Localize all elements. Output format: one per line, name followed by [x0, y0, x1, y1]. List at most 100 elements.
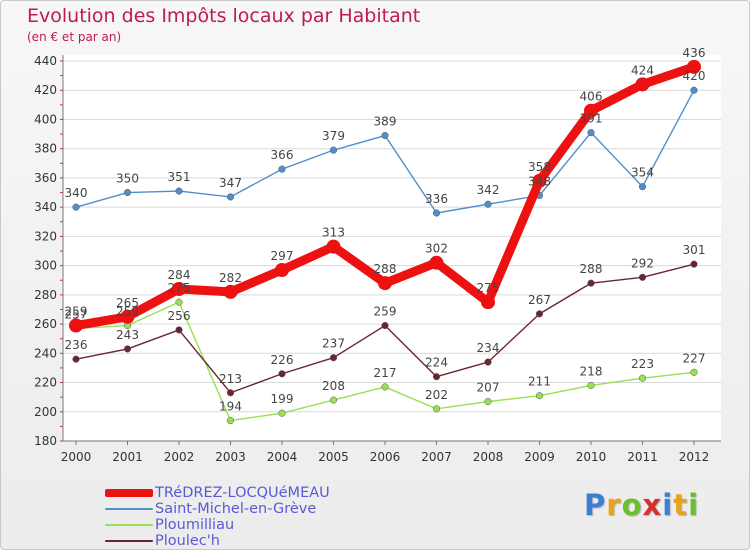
logo-letter: x — [642, 488, 663, 522]
data-point — [69, 318, 83, 333]
data-label: 259 — [116, 305, 139, 319]
data-label: 267 — [528, 293, 551, 307]
y-tick-label: 240 — [34, 346, 57, 360]
data-point — [432, 209, 441, 217]
x-tick-label: 2009 — [524, 450, 555, 464]
x-tick-label: 2001 — [112, 450, 143, 464]
proxiti-logo: Proxiti — [584, 488, 699, 522]
data-point — [72, 355, 80, 363]
data-label: 213 — [219, 372, 242, 386]
data-label: 224 — [425, 356, 448, 370]
data-label: 223 — [631, 357, 654, 371]
data-point — [123, 345, 132, 353]
legend-label: Ploumilliau — [155, 517, 235, 533]
data-label: 227 — [683, 351, 706, 365]
data-point — [329, 354, 338, 362]
legend-swatch — [105, 489, 153, 497]
data-label: 256 — [168, 309, 191, 323]
data-label: 282 — [219, 271, 242, 285]
data-label: 342 — [477, 183, 500, 197]
data-point — [123, 188, 132, 197]
data-label: 218 — [580, 364, 603, 378]
data-point — [587, 279, 595, 287]
data-label: 420 — [683, 69, 706, 83]
x-tick-label: 2003 — [215, 450, 246, 464]
data-point — [378, 276, 392, 291]
data-point — [226, 416, 235, 425]
data-label: 234 — [477, 341, 500, 355]
y-tick-label: 200 — [34, 405, 57, 419]
data-point — [275, 263, 289, 277]
data-point — [638, 273, 647, 281]
chart-title: Evolution des Impôts locaux par Habitant — [27, 5, 421, 27]
x-tick-label: 2002 — [164, 450, 195, 464]
y-tick-label: 360 — [34, 171, 57, 185]
logo-letter: P — [584, 488, 607, 522]
data-point — [690, 260, 698, 268]
data-label: 347 — [219, 176, 242, 190]
y-tick-label: 300 — [34, 259, 57, 273]
data-label: 302 — [425, 242, 448, 256]
data-label: 226 — [271, 353, 294, 367]
data-label: 336 — [425, 192, 448, 206]
data-label: 379 — [322, 129, 345, 143]
data-point — [175, 326, 183, 334]
legend-label: Saint-Michel-en-Grève — [155, 501, 317, 517]
data-label: 436 — [683, 46, 706, 60]
data-label: 288 — [580, 262, 603, 276]
data-label: 207 — [477, 381, 500, 395]
data-label: 199 — [271, 392, 294, 406]
data-label: 313 — [322, 226, 345, 240]
x-tick-label: 2007 — [421, 450, 452, 464]
x-tick-label: 2012 — [679, 450, 710, 464]
data-point — [120, 309, 135, 324]
legend-label: Ploulec'h — [155, 533, 220, 549]
data-point — [381, 131, 389, 140]
data-label: 358 — [528, 160, 551, 174]
data-point — [432, 373, 441, 381]
data-label: 237 — [322, 337, 345, 351]
y-tick-label: 280 — [34, 288, 57, 302]
data-label: 351 — [168, 170, 191, 184]
y-tick-label: 220 — [34, 376, 57, 390]
data-point — [226, 389, 235, 397]
data-point — [329, 396, 338, 404]
data-label: 292 — [631, 256, 654, 270]
legend-swatch — [105, 508, 153, 510]
data-label: 284 — [168, 268, 191, 282]
data-label: 194 — [219, 400, 242, 414]
data-label: 288 — [374, 262, 397, 276]
data-label: 217 — [374, 366, 397, 380]
data-label: 340 — [65, 186, 88, 200]
data-label: 366 — [271, 148, 294, 162]
data-point — [175, 187, 183, 195]
data-point — [532, 173, 547, 188]
data-point — [278, 370, 286, 378]
y-tick-label: 340 — [34, 200, 57, 214]
y-tick-label: 400 — [34, 112, 57, 126]
x-tick-label: 2000 — [61, 450, 92, 464]
x-tick-label: 2011 — [627, 450, 658, 464]
logo-letter: o — [621, 488, 643, 522]
legend-swatch — [105, 540, 153, 542]
data-point — [329, 146, 338, 154]
data-point — [687, 59, 701, 74]
data-point — [584, 103, 598, 118]
data-point — [481, 295, 495, 310]
data-label: 301 — [683, 243, 706, 257]
data-point — [381, 321, 389, 330]
data-point — [278, 409, 286, 417]
data-point — [638, 183, 647, 191]
data-point — [326, 239, 341, 254]
y-tick-label: 320 — [34, 229, 57, 243]
data-label: 389 — [374, 115, 397, 129]
logo-letter: i — [662, 488, 674, 522]
data-label: 350 — [116, 172, 139, 186]
data-point — [635, 77, 650, 92]
data-point — [484, 358, 492, 366]
y-tick-label: 260 — [34, 317, 57, 331]
data-point — [690, 368, 698, 376]
data-point — [278, 165, 286, 173]
data-point — [226, 193, 235, 201]
